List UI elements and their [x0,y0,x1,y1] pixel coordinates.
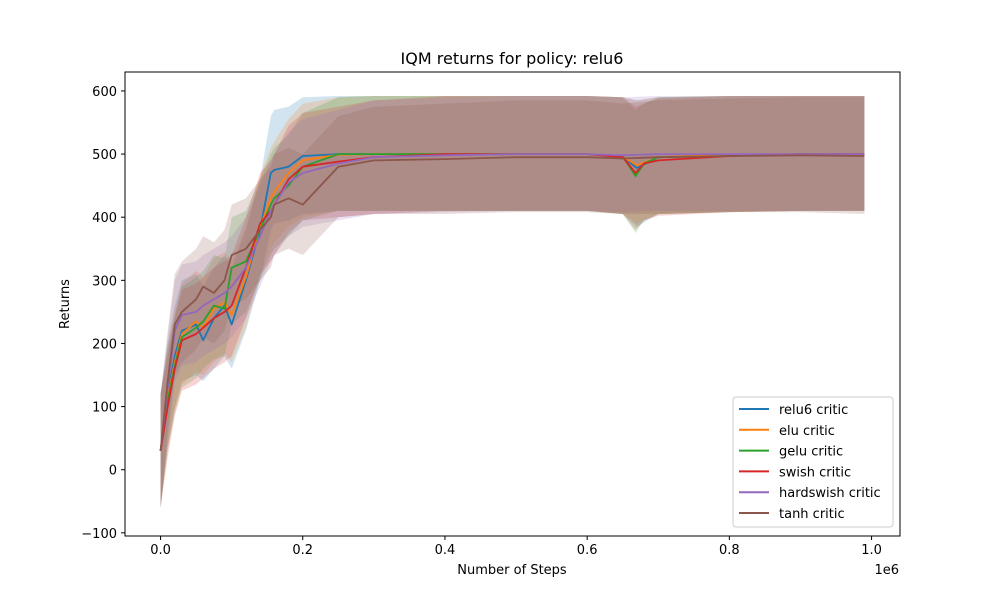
series-band-2 [160,96,865,508]
y-axis-label: Returns [58,279,73,329]
chart-title: IQM returns for policy: relu6 [401,49,624,68]
x-tick-label: 0.2 [292,543,313,558]
x-tick-label: 1.0 [861,543,882,558]
y-tick-label: 0 [109,464,117,479]
legend: relu6 critic elu critic gelu critic swish c… [732,396,894,528]
series-band-4 [160,96,865,508]
legend-box [732,396,894,528]
y-tick-label: 100 [92,401,117,416]
confidence-bands [160,96,865,508]
y-tick-label: 600 [92,85,117,100]
y-tick-label: −100 [81,527,117,542]
series-band-5 [160,97,865,508]
y-axis-ticks: −100 0 100 200 300 400 500 600 [81,85,125,542]
legend-label: tanh critic [779,507,845,522]
x-tick-label: 0.4 [435,543,456,558]
legend-label: gelu critic [779,445,843,460]
series-band-3 [160,96,865,508]
series-band-0 [160,96,865,508]
series-band-1 [160,96,865,508]
series-line-5 [159,154,865,451]
x-axis-offset-text: 1e6 [874,563,899,578]
legend-label: hardswish critic [779,486,881,501]
series-line-1 [159,153,865,451]
legend-label: relu6 critic [779,403,848,418]
x-axis-ticks: 0.0 0.2 0.4 0.6 0.8 1.0 [150,536,882,558]
plot-frame [124,71,901,537]
x-tick-label: 0.8 [719,543,740,558]
x-tick-label: 0.6 [577,543,598,558]
legend-label: swish critic [779,465,851,480]
x-tick-label: 0.0 [150,543,171,558]
series-line-3 [159,153,865,451]
legend-label: elu critic [779,424,835,439]
x-axis-label: Number of Steps [457,563,567,578]
series-lines [159,153,865,451]
y-tick-label: 500 [92,148,117,163]
y-tick-label: 200 [92,337,117,352]
y-tick-label: 300 [92,274,117,289]
y-tick-label: 400 [92,211,117,226]
